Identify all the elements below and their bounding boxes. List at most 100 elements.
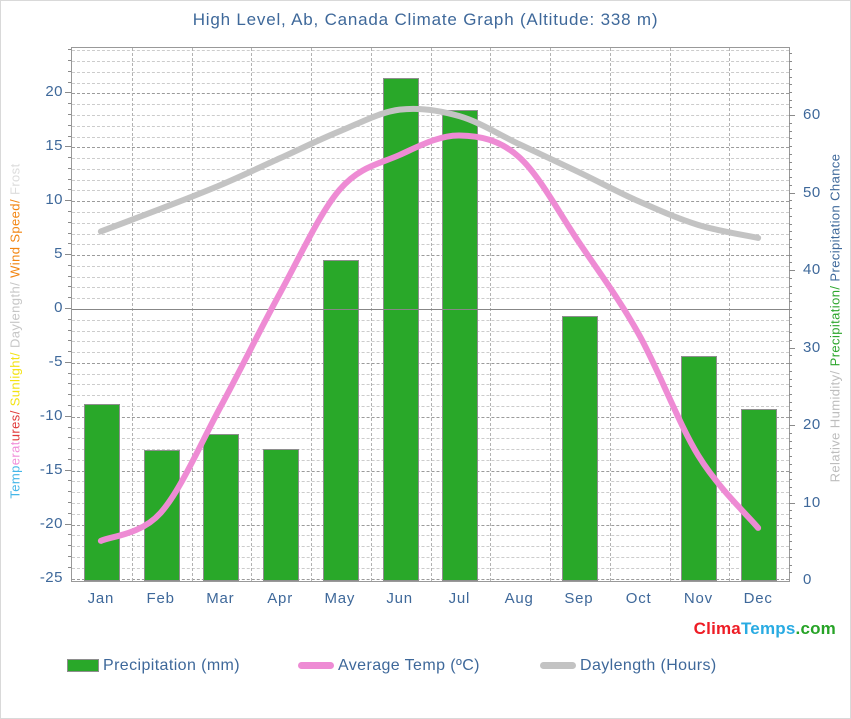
- right-tick-label: 40: [803, 261, 821, 279]
- right-axis-tick: [789, 231, 792, 233]
- precipitation-swatch: [67, 659, 99, 672]
- left-tick-label: 10: [45, 191, 63, 209]
- right-axis-tick: [789, 200, 792, 202]
- left-axis-tick: [68, 232, 71, 234]
- right-axis-tick: [789, 556, 792, 558]
- right-axis-tick: [789, 502, 795, 504]
- right-axis-tick: [789, 324, 792, 326]
- month-label-nov: Nov: [683, 590, 713, 607]
- precip-bar-apr: [263, 449, 300, 581]
- right-tick-label: 30: [803, 338, 821, 356]
- left-axis-tick: [68, 178, 71, 180]
- left-axis-tick: [68, 113, 71, 115]
- climatemps-watermark-link[interactable]: ClimaTemps.com: [694, 619, 836, 639]
- right-axis-tick: [789, 138, 792, 140]
- precip-bar-jan: [83, 404, 120, 581]
- precip-bar-dec: [741, 409, 778, 581]
- left-axis-tick: [68, 135, 71, 137]
- right-axis-tick: [789, 76, 792, 78]
- left-axis-tick: [68, 426, 71, 428]
- left-axis-tick: [68, 534, 71, 536]
- right-axis-tick: [789, 61, 792, 63]
- left-axis-tick: [68, 297, 71, 299]
- right-axis-tick: [789, 370, 792, 372]
- month-label-aug: Aug: [504, 590, 534, 607]
- right-axis-tick: [789, 471, 792, 473]
- right-axis-tick: [789, 92, 792, 93]
- left-tick-label: -25: [39, 568, 63, 586]
- right-axis-tick: [789, 254, 792, 256]
- right-axis-tick: [789, 130, 792, 132]
- right-axis-tick: [789, 84, 792, 86]
- right-axis-tick: [789, 53, 792, 55]
- legend-label-precipitation: Precipitation (mm): [103, 657, 241, 674]
- right-axis-tick: [789, 425, 795, 427]
- left-tick-label: -5: [48, 352, 63, 370]
- legend-label-daylength: Daylength (Hours): [580, 657, 717, 674]
- right-axis-tick: [789, 270, 795, 272]
- left-tick-label: 0: [54, 299, 63, 316]
- left-axis-tick: [68, 221, 71, 223]
- right-axis-tick: [789, 169, 792, 171]
- right-axis-tick: [789, 347, 795, 349]
- left-axis-tick: [68, 167, 71, 169]
- right-axis-tick: [789, 386, 792, 388]
- left-axis-tick: [68, 264, 71, 266]
- left-axis-tick: [68, 49, 71, 51]
- v-gridline: [490, 48, 492, 581]
- right-axis-tick: [789, 378, 792, 380]
- right-axis-tick: [789, 316, 792, 318]
- right-axis-tick: [789, 355, 792, 357]
- right-axis-tick: [789, 572, 792, 574]
- left-axis-tick: [65, 523, 71, 525]
- watermark-clima: Clima: [693, 619, 741, 638]
- plot-area: [71, 47, 790, 582]
- v-gridline: [191, 48, 193, 581]
- left-tick-label: 15: [45, 137, 63, 155]
- left-axis-tick: [68, 448, 71, 450]
- left-axis-tick: [68, 566, 71, 568]
- left-axis-tick: [68, 437, 71, 439]
- left-axis-tick: [68, 512, 71, 514]
- right-axis-tick: [789, 68, 792, 70]
- right-axis-tick: [789, 239, 792, 241]
- v-gridline: [430, 48, 432, 581]
- left-axis-tick: [65, 200, 71, 202]
- right-axis-tick: [789, 122, 792, 124]
- right-axis-tick: [789, 115, 795, 117]
- right-axis-tick: [789, 533, 792, 535]
- left-axis-tick: [68, 405, 71, 407]
- left-axis-tick: [65, 361, 71, 363]
- v-gridline: [370, 48, 372, 581]
- left-tick-label: -15: [39, 460, 63, 478]
- daylength-swatch: [540, 662, 576, 669]
- right-tick-label: 50: [803, 183, 821, 201]
- right-axis-tick: [789, 99, 792, 101]
- legend-label-average-temp: Average Temp (ºC): [338, 657, 480, 674]
- right-tick-label: 0: [803, 571, 812, 588]
- right-axis-tick: [789, 293, 792, 295]
- right-axis-tick: [789, 161, 792, 163]
- right-axis-tick: [789, 440, 792, 442]
- left-axis-tick: [68, 502, 71, 504]
- month-label-oct: Oct: [625, 590, 652, 607]
- right-axis-tick: [789, 246, 792, 248]
- right-axis-tick: [789, 332, 792, 334]
- left-axis-tick: [65, 146, 71, 148]
- precip-bar-jul: [442, 110, 479, 581]
- left-axis-tick: [65, 254, 71, 256]
- month-label-feb: Feb: [146, 590, 175, 607]
- zero-gridline: [72, 309, 789, 310]
- left-axis-tick: [68, 372, 71, 374]
- watermark-dotcom: .com: [795, 619, 836, 638]
- right-axis-tick: [789, 456, 792, 458]
- right-axis-tick: [789, 339, 792, 341]
- right-axis-tick: [789, 107, 792, 109]
- left-axis-tick: [68, 480, 71, 482]
- month-label-may: May: [324, 590, 356, 607]
- right-axis-tick: [789, 215, 792, 217]
- right-axis-tick: [789, 417, 792, 419]
- month-label-mar: Mar: [206, 590, 235, 607]
- right-axis-tick: [789, 177, 792, 179]
- v-gridline: [609, 48, 611, 581]
